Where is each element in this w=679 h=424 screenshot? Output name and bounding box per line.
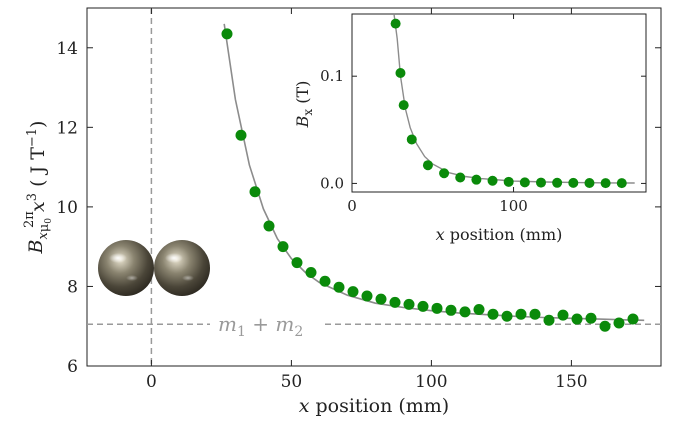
inset-data-point <box>406 134 417 145</box>
main-plot-frame <box>86 7 662 367</box>
y-tick-label: 8 <box>67 277 78 297</box>
inset-data-point <box>455 172 466 183</box>
inset-data-point <box>395 67 406 78</box>
inset-data-point <box>398 100 409 111</box>
data-point <box>347 286 359 298</box>
data-point <box>571 313 583 325</box>
y-tick-label: 14 <box>56 39 78 59</box>
inset-data-point <box>422 160 433 171</box>
data-point <box>249 186 261 198</box>
y-tick-label: 10 <box>56 198 78 218</box>
inset-y-axis-label: Bx (T) <box>293 81 315 129</box>
inset-x-tick-label: 0 <box>347 197 357 215</box>
main-plot-layer: m1 + m2 0 50 100 150 6 8 10 12 14 <box>56 8 661 392</box>
inset-data-point <box>519 177 530 188</box>
inset-frame <box>351 13 647 193</box>
data-point <box>431 302 443 314</box>
inset-data-point <box>600 178 611 189</box>
x-axis-label: x position (mm) <box>299 395 449 417</box>
inset-y-tick-label: 0.0 <box>320 174 344 192</box>
svg-text:Bx (T): Bx (T) <box>293 81 315 129</box>
data-point <box>501 310 513 322</box>
inset-plot-layer: 0 100 0.0 0.1 <box>320 13 646 215</box>
inset-x-axis-label: x position (mm) <box>436 225 563 244</box>
x-tick-label: 50 <box>281 372 303 392</box>
data-point <box>263 220 275 232</box>
data-point <box>361 290 373 302</box>
inset-data-point <box>616 178 627 189</box>
data-point <box>235 129 247 141</box>
inset-data-point <box>390 18 401 29</box>
data-point <box>473 304 485 316</box>
data-point <box>403 298 415 310</box>
data-point <box>459 306 471 318</box>
data-point <box>543 314 555 326</box>
inset-background <box>352 14 646 192</box>
svg-text:Bx 2πμ0 x3 ( J T−1): Bx 2πμ0 x3 ( J T−1) <box>22 121 54 255</box>
inset-data-point <box>439 168 450 179</box>
inset-data-point <box>487 175 498 186</box>
inset-data-point <box>536 177 546 188</box>
asymptote-label: m1 + m2 <box>218 312 303 340</box>
data-point <box>585 312 597 324</box>
y-tick-label: 12 <box>56 118 78 138</box>
x-tick-label: 150 <box>555 372 587 392</box>
data-point <box>333 281 345 293</box>
data-point <box>487 308 499 320</box>
data-point <box>221 28 233 40</box>
data-point <box>375 293 387 305</box>
x-tick-label: 0 <box>146 372 157 392</box>
x-tick-label: 100 <box>415 372 447 392</box>
inset-data-point <box>471 174 482 185</box>
inset-x-tick-label: 100 <box>499 197 528 215</box>
data-point <box>515 308 527 320</box>
data-point <box>305 267 317 279</box>
y-tick-label: 6 <box>67 357 78 377</box>
magnet-spheres-image <box>98 240 210 296</box>
inset-data-point <box>503 176 514 187</box>
data-point <box>277 241 289 253</box>
data-point <box>389 296 401 308</box>
data-point <box>291 257 303 269</box>
data-point <box>529 308 541 320</box>
data-point <box>417 300 429 312</box>
inset-y-tick-label: 0.1 <box>320 67 344 85</box>
data-point <box>627 313 639 325</box>
y-axis-label: Bx 2πμ0 x3 ( J T−1) <box>22 121 54 255</box>
inset-data-point <box>568 177 579 188</box>
inset-data-point <box>584 177 595 188</box>
data-point <box>445 304 457 316</box>
data-point <box>613 317 625 329</box>
inset-data-point <box>552 177 563 188</box>
data-point <box>599 320 611 332</box>
data-point <box>319 275 331 287</box>
data-point <box>557 309 569 321</box>
